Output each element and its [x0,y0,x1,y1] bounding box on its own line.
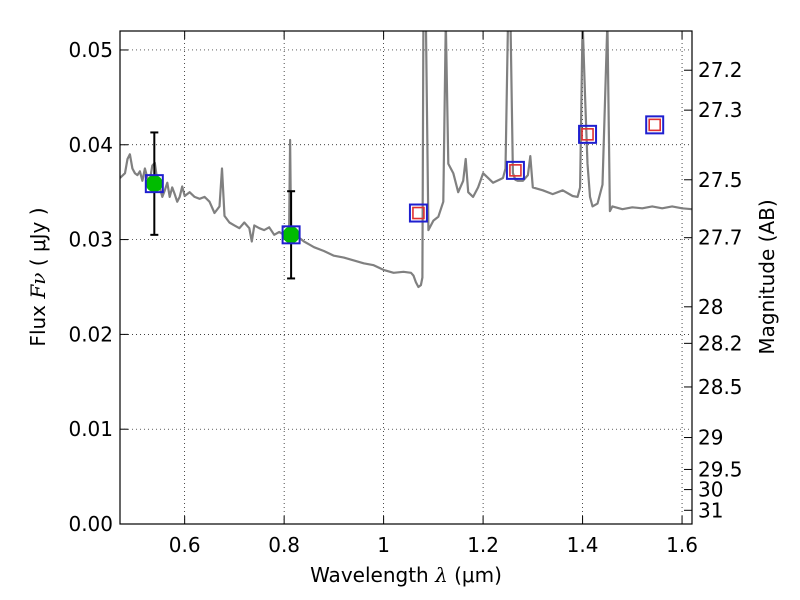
model-photometry-square [509,164,522,177]
observed-band-square [281,225,301,245]
y2-tick-label: 27.7 [698,226,743,250]
y2-tick-label: 28.2 [698,331,743,355]
y-tick-label: 0.04 [68,133,113,157]
x-tick-label: 1.4 [567,533,599,557]
y2-tick-label: 30 [698,478,723,502]
y-tick-label: 0.05 [68,38,113,62]
grid-lines [120,31,692,525]
synthetic-photometry-square [408,203,428,223]
axes-ticks: 0.6 0.8 1 1.2 1.4 1.6 0.00 0.01 0.02 0.03 0.04 0.05… [68,31,743,557]
y2-tick-label: 28.5 [698,375,743,399]
y-axis-title: Flux Fν ( μJy ) [26,207,50,346]
model-photometry-square [648,118,661,132]
y2-tick-label: 29.5 [698,457,743,481]
y-tick-label: 0.03 [68,228,113,252]
x-tick-label: 0.8 [268,533,300,557]
x-tick-label: 1 [377,533,390,557]
observed-band-square [144,174,164,194]
y2-tick-label: 29 [698,426,723,450]
x-tick-label: 0.6 [169,533,201,557]
model-photometry-square [412,206,425,220]
plot-frame [119,30,693,525]
y2-tick-label: 27.3 [698,98,743,122]
x-tick-label: 1.6 [666,533,698,557]
y2-tick-label: 28 [698,295,723,319]
x-tick-label: 1.2 [467,533,499,557]
y2-tick-label: 27.5 [698,168,743,192]
observed-photometry-point [282,226,300,244]
synthetic-photometry-square [645,115,665,135]
observed-photometry-point [145,175,163,193]
y2-tick-label: 31 [698,498,723,522]
synthetic-photometry-square [578,124,598,144]
y2-tick-label: 27.2 [698,58,743,82]
y2-axis-title: Magnitude (AB) [755,199,779,354]
y-tick-label: 0.02 [68,322,113,346]
template-spectrum-line [120,31,692,289]
x-axis-title: Wavelength λ (μm) [310,563,502,587]
y-tick-label: 0.00 [68,512,113,536]
synthetic-photometry-square [505,160,525,180]
model-photometry-square [581,128,594,141]
plot-area [120,31,692,289]
y-tick-label: 0.01 [68,417,113,441]
